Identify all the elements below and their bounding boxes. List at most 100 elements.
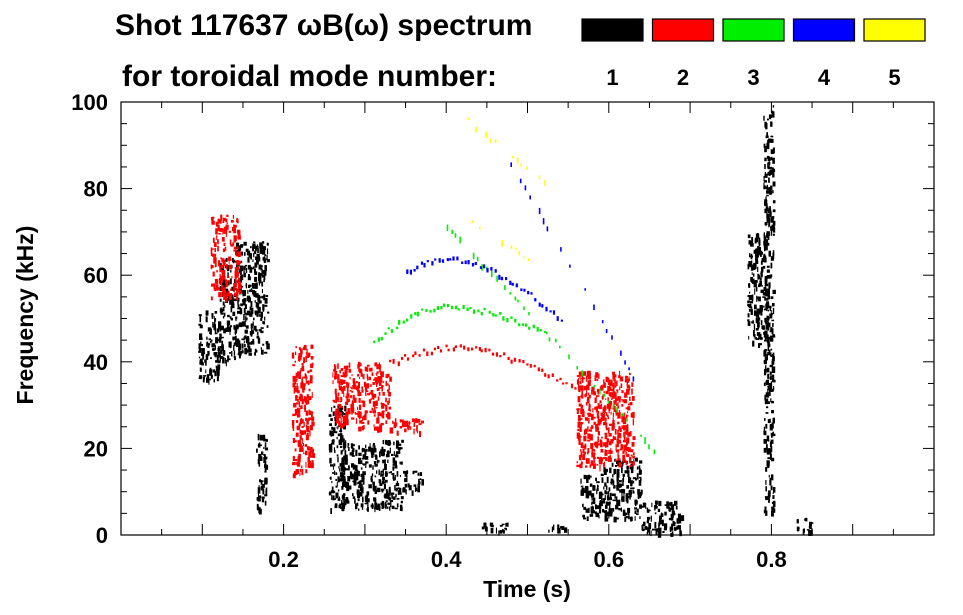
speckle <box>376 470 378 474</box>
speckle <box>772 250 775 256</box>
speckle <box>372 444 374 450</box>
speckle <box>306 394 309 399</box>
speckle <box>338 403 342 408</box>
speckle <box>205 356 208 361</box>
speckle <box>246 310 251 315</box>
speckle <box>628 384 630 389</box>
speckle <box>549 310 552 313</box>
speckle <box>748 284 750 286</box>
speckle <box>199 358 203 365</box>
speckle <box>397 443 402 446</box>
speckle <box>224 246 227 251</box>
speckle <box>357 481 361 484</box>
speckle <box>556 316 559 321</box>
speckle <box>377 396 380 401</box>
speckle <box>768 222 771 227</box>
speckle <box>605 504 608 509</box>
speckle <box>372 401 376 407</box>
speckle <box>218 260 221 267</box>
speckle <box>664 511 667 516</box>
speckle <box>340 423 344 429</box>
speckle <box>585 401 588 406</box>
speckle <box>538 302 541 307</box>
speckle <box>756 308 760 315</box>
speckle <box>522 256 525 259</box>
speckle <box>231 276 233 279</box>
speckle <box>340 368 344 371</box>
speckle <box>403 354 407 357</box>
speckle <box>210 374 213 379</box>
speckle <box>301 378 304 383</box>
speckle <box>242 299 245 302</box>
speckle <box>672 512 676 516</box>
speckle <box>580 448 582 452</box>
speckle <box>393 451 395 456</box>
speckle <box>594 397 597 404</box>
speckle <box>749 244 753 247</box>
speckle <box>378 362 380 368</box>
speckle <box>256 497 259 501</box>
speckle <box>305 355 307 363</box>
speckle <box>625 442 628 446</box>
speckle <box>544 330 547 333</box>
speckle <box>770 138 774 143</box>
speckle <box>218 352 222 355</box>
speckle <box>337 374 340 381</box>
speckle <box>361 505 364 510</box>
speckle <box>771 434 773 438</box>
speckle <box>606 379 609 382</box>
speckle <box>386 376 389 379</box>
speckle <box>624 417 627 424</box>
speckle <box>386 506 389 509</box>
speckle <box>474 262 477 265</box>
speckle <box>362 496 364 503</box>
speckle <box>374 475 377 478</box>
speckle <box>772 147 775 154</box>
speckle <box>353 383 356 387</box>
speckle <box>627 406 631 411</box>
speckle <box>262 309 265 312</box>
speckle <box>590 460 594 466</box>
speckle <box>351 386 353 390</box>
speckle <box>337 380 341 384</box>
speckle <box>412 354 415 358</box>
speckle <box>499 312 502 315</box>
speckle <box>199 315 202 323</box>
speckle <box>616 479 619 483</box>
speckle <box>648 523 652 530</box>
speckle <box>214 329 217 335</box>
speckle <box>357 381 360 389</box>
speckle <box>637 490 639 496</box>
speckle <box>340 375 345 377</box>
speckle <box>588 376 591 380</box>
speckle <box>770 190 773 195</box>
speckle <box>252 246 254 252</box>
speckle <box>630 516 633 521</box>
speckle <box>620 383 623 388</box>
speckle <box>660 513 664 517</box>
speckle <box>261 349 264 355</box>
speckle <box>527 290 530 295</box>
speckle <box>262 434 266 441</box>
speckle <box>345 411 349 416</box>
speckle <box>244 347 248 355</box>
speckle <box>259 454 262 457</box>
speckle <box>213 283 216 290</box>
speckle <box>769 166 773 169</box>
speckle <box>591 452 593 455</box>
speckle <box>632 477 637 480</box>
speckle <box>390 492 395 495</box>
speckle <box>668 507 671 512</box>
speckle <box>417 483 419 489</box>
speckle <box>447 348 450 352</box>
speckle <box>637 496 640 500</box>
speckle <box>763 287 767 292</box>
speckle <box>627 507 631 513</box>
speckle <box>391 453 394 456</box>
speckle <box>617 432 620 438</box>
speckle <box>375 382 378 385</box>
speckle <box>372 465 374 470</box>
speckle <box>219 281 222 286</box>
speckle <box>623 425 626 431</box>
speckle <box>256 310 259 317</box>
